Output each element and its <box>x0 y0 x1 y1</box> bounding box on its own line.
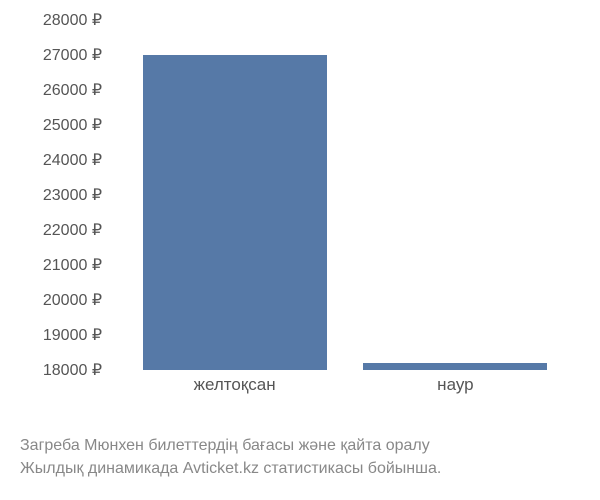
chart-container: 18000 ₽ 19000 ₽ 20000 ₽ 21000 ₽ 22000 ₽ 23000… <box>20 20 580 420</box>
y-tick: 20000 ₽ <box>43 290 102 310</box>
y-tick: 27000 ₽ <box>43 45 102 65</box>
y-tick: 24000 ₽ <box>43 150 102 170</box>
y-tick: 22000 ₽ <box>43 220 102 240</box>
y-tick: 25000 ₽ <box>43 115 102 135</box>
x-axis: желтоқсан наур <box>115 375 575 405</box>
plot-area <box>115 20 575 370</box>
x-label: желтоқсан <box>194 375 276 395</box>
bar <box>363 363 547 370</box>
y-tick: 26000 ₽ <box>43 80 102 100</box>
x-label: наур <box>437 375 473 395</box>
caption-line1: Загреба Мюнхен билеттердің бағасы және қ… <box>20 435 441 457</box>
y-tick: 18000 ₽ <box>43 360 102 380</box>
y-tick: 19000 ₽ <box>43 325 102 345</box>
chart-caption: Загреба Мюнхен билеттердің бағасы және қ… <box>20 435 441 480</box>
y-tick: 21000 ₽ <box>43 255 102 275</box>
y-axis: 18000 ₽19000 ₽20000 ₽21000 ₽22000 ₽23000… <box>20 20 110 370</box>
bar <box>143 55 327 370</box>
y-tick: 28000 ₽ <box>43 10 102 30</box>
caption-line2: Жылдық динамикада Avticket.kz статистика… <box>20 458 441 480</box>
y-tick: 23000 ₽ <box>43 185 102 205</box>
